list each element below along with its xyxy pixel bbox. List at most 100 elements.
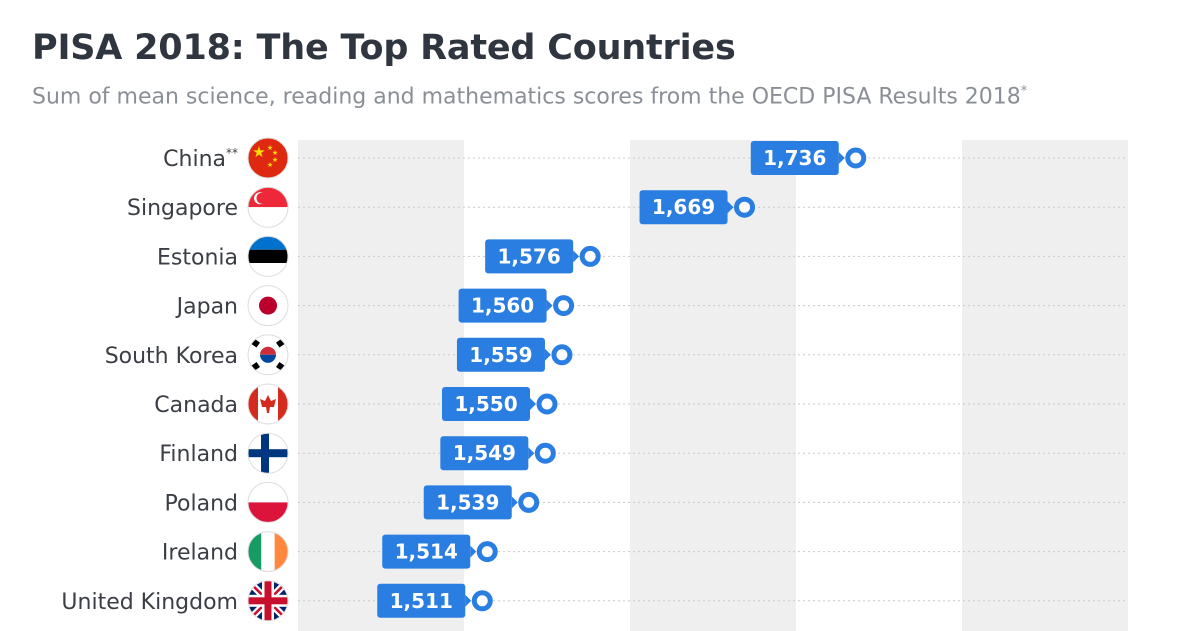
value-callout-pointer: [573, 250, 580, 263]
flag-fill: [248, 384, 288, 424]
chart-subtitle: Sum of mean science, reading and mathema…: [32, 84, 1027, 109]
value-callout-pointer: [470, 545, 477, 558]
flag-bar-left: [248, 384, 258, 424]
category-label: Canada: [154, 393, 238, 418]
category-name: South Korea: [105, 344, 238, 369]
chart-row: Japan 1,560: [175, 285, 575, 327]
chart-row: Estonia 1,576: [157, 235, 601, 277]
chart-row: Singapore 1,669: [127, 186, 756, 228]
value-label: 1,549: [453, 441, 516, 465]
flag-stripe-white: [248, 207, 288, 228]
value-callout: [440, 436, 529, 471]
category-name: Singapore: [127, 196, 238, 221]
category-label: South Korea: [105, 344, 238, 369]
flag-bar-right: [278, 384, 288, 424]
data-point: [553, 295, 575, 317]
value-label: 1,550: [454, 392, 517, 416]
united-kingdom-flag-icon: [247, 580, 289, 622]
category-name: Poland: [165, 491, 238, 516]
flag-stripe-blue: [248, 236, 288, 250]
chart-row: Canada 1,550: [154, 383, 558, 425]
value-callout: [750, 141, 839, 175]
value-callout-pointer: [528, 447, 535, 460]
flag-fill: [248, 482, 288, 523]
ireland-flag-icon: [247, 531, 289, 573]
category-label: Ireland: [162, 541, 238, 566]
value-callout-pointer: [530, 398, 536, 410]
flag-crescent-cut: [256, 192, 268, 204]
flag-maple-leaf: [260, 395, 276, 413]
value-callout: [377, 583, 466, 618]
flag-ring: [247, 432, 289, 474]
chart-row: Ireland 1,514: [162, 531, 498, 573]
chart-row: China** ★ ★★★★ 1,736: [163, 137, 867, 179]
category-name: United Kingdom: [61, 590, 238, 615]
category-name: China: [163, 147, 226, 172]
flag-fill: [248, 334, 288, 375]
category-label: Singapore: [127, 196, 238, 221]
flag-cross-red-v: [264, 580, 272, 621]
flag-fill: ★ ★★★★: [248, 138, 288, 178]
flag-ring: [247, 481, 289, 523]
flag-fill: [248, 187, 288, 228]
value-label: 1,669: [652, 195, 715, 219]
flag-ring: [247, 580, 289, 622]
flag-ring: [247, 531, 289, 573]
flag-stripe-red: [248, 187, 288, 208]
flag-cross-v: [261, 433, 269, 474]
china-flag-icon: ★ ★★★★: [247, 137, 289, 179]
value-label: 1,539: [436, 490, 499, 514]
flag-fill: [248, 236, 288, 277]
value-label: 1,514: [395, 540, 458, 564]
flag-ring: [247, 334, 289, 376]
flag-stripe-white: [248, 263, 288, 277]
category-label: Japan: [175, 295, 238, 320]
flag-star-small: ★: [272, 156, 278, 164]
chart-row: Poland 1,539: [165, 481, 540, 523]
data-point: [471, 590, 493, 612]
category-label: Estonia: [157, 245, 238, 270]
category-name: Estonia: [157, 245, 238, 270]
subtitle-text: Sum of mean science, reading and mathema…: [32, 84, 1021, 110]
category-label: United Kingdom: [61, 590, 238, 615]
flag-star-small: ★: [272, 149, 278, 157]
flag-fill: [248, 433, 288, 474]
flag-stripe-white: [248, 482, 288, 503]
value-callout-pointer: [546, 299, 553, 312]
flag-star-small: ★: [267, 144, 273, 152]
value-label: 1,511: [390, 589, 453, 613]
south-korea-flag-icon: [247, 334, 289, 376]
value-callout: [485, 239, 574, 274]
data-point: [534, 442, 556, 464]
data-point: [579, 245, 601, 267]
poland-flag-icon: [247, 481, 289, 523]
value-label: 1,736: [763, 146, 826, 170]
value-label: 1,576: [498, 244, 561, 268]
flag-sun: [259, 296, 277, 315]
category-name: Japan: [175, 295, 238, 320]
flag-fill: [248, 531, 288, 572]
value-callout: [458, 288, 547, 323]
category-label: Finland: [159, 442, 238, 467]
value-callout-pointer: [511, 496, 518, 509]
category-name: Finland: [159, 442, 238, 467]
value-callout: [442, 387, 530, 421]
flag-fill: [248, 285, 288, 326]
flag-stripe-black: [248, 249, 288, 264]
data-point: [518, 491, 540, 513]
category-name: Ireland: [162, 541, 238, 566]
value-callout: [456, 337, 545, 372]
value-callout: [382, 534, 471, 569]
flag-stripe-white: [261, 531, 275, 572]
flag-star: ★: [252, 143, 265, 161]
chart-row: Finland 1,549: [159, 432, 556, 474]
subtitle-footnote-mark: *: [1020, 84, 1028, 99]
flag-taeguk-red: [260, 346, 276, 355]
data-point: [536, 393, 558, 415]
category-name: Canada: [154, 393, 238, 418]
value-callout-pointer: [838, 152, 845, 164]
value-label: 1,559: [469, 343, 532, 367]
category-footnote-mark: **: [226, 146, 238, 160]
flag-taeguk-blue: [260, 354, 276, 363]
